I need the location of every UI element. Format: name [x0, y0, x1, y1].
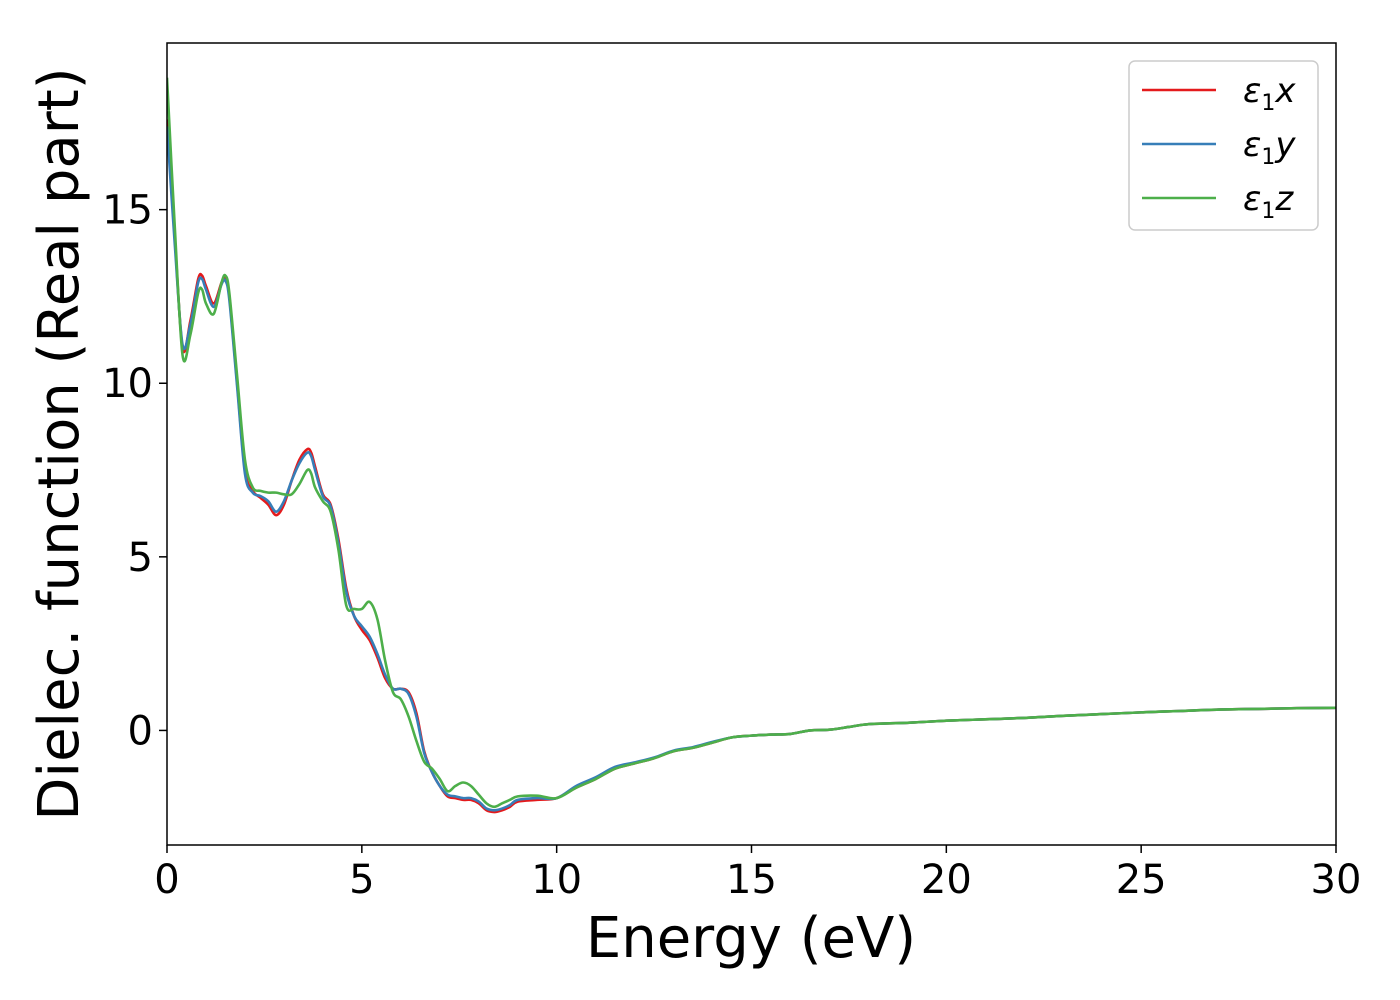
legend-component: x: [1274, 71, 1296, 111]
legend-label-x: ε1x: [1243, 71, 1296, 116]
series-line-z: [167, 77, 1336, 809]
legend-subscript: 1: [1261, 91, 1275, 116]
legend-label-y: ε1y: [1243, 125, 1296, 170]
legend-label-z: ε1z: [1243, 179, 1294, 224]
legend-symbol: ε: [1243, 179, 1261, 219]
legend-subscript: 1: [1261, 145, 1275, 170]
legend-box: [1128, 60, 1319, 231]
x-axis: 0 5 10 15 20 25 30: [154, 845, 1361, 903]
legend-subscript: 1: [1261, 199, 1275, 224]
y-axis-label: Dielec. function (Real part): [27, 67, 92, 820]
y-tick-label: 10: [102, 361, 153, 407]
legend-symbol: ε: [1243, 71, 1261, 111]
y-tick-label: 5: [128, 535, 153, 581]
series-layer: [167, 77, 1336, 814]
x-axis-label: Energy (eV): [586, 906, 916, 971]
legend-symbol: ε: [1243, 125, 1261, 165]
x-tick-label: 25: [1116, 857, 1167, 903]
x-tick-label: 15: [726, 857, 777, 903]
x-tick-label: 0: [154, 857, 179, 903]
y-tick-label: 0: [128, 708, 153, 754]
x-tick-label: 30: [1311, 857, 1362, 903]
x-tick-label: 10: [531, 857, 582, 903]
legend-component: z: [1274, 179, 1294, 219]
y-tick-label: 15: [102, 188, 153, 234]
x-tick-label: 20: [921, 857, 972, 903]
y-axis: 0 5 10 15: [102, 188, 167, 754]
legend-component: y: [1274, 125, 1296, 165]
x-tick-label: 5: [349, 857, 374, 903]
